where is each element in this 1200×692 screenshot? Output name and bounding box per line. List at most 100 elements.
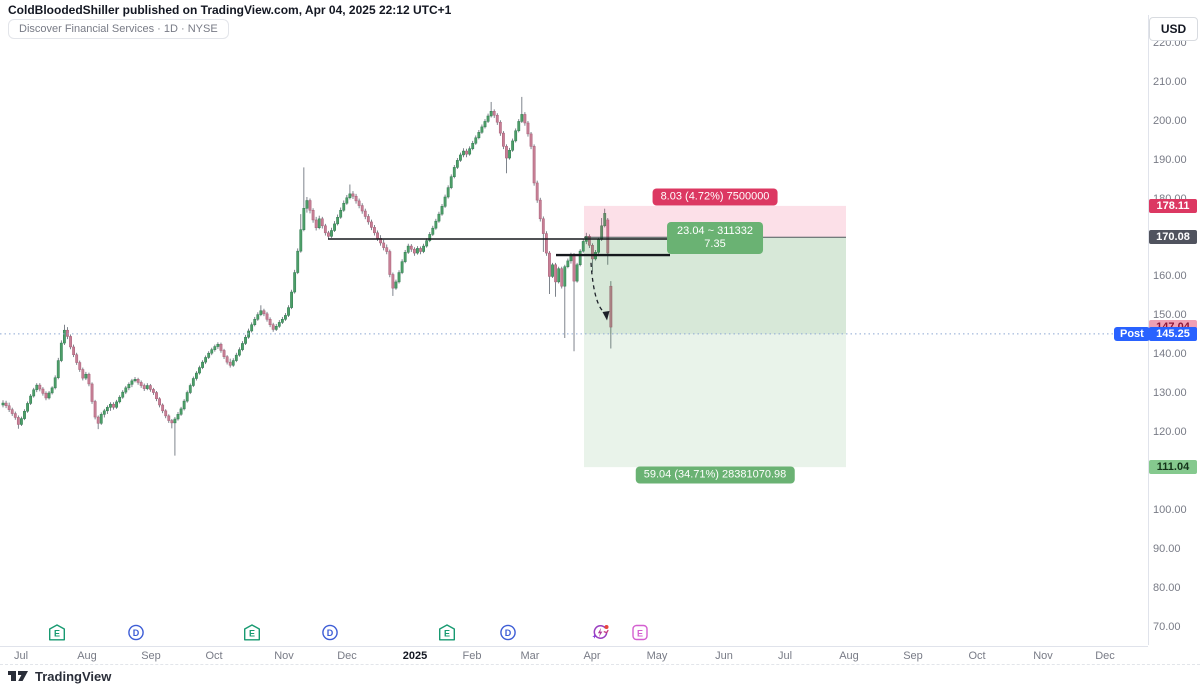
- candle-body: [323, 225, 327, 234]
- time-axis-label-aug: Aug: [77, 650, 97, 662]
- position-target-pill[interactable]: 59.04 (34.71%) 28381070.98: [635, 466, 795, 484]
- candle-body: [474, 137, 478, 144]
- candle-body: [231, 360, 235, 366]
- candle-body: [155, 392, 158, 400]
- candle-body: [188, 385, 192, 393]
- candle-body: [250, 324, 254, 332]
- candle-body: [290, 291, 293, 308]
- candle-body: [351, 193, 355, 197]
- candle-body: [96, 416, 100, 424]
- candle-body: [529, 133, 533, 147]
- candle-body: [26, 403, 29, 412]
- candle-body: [363, 210, 367, 217]
- candle-body: [173, 418, 177, 424]
- time-axis-label-nov: Nov: [1033, 650, 1053, 662]
- position-entry-line1: 23.04 ~ 311332: [677, 225, 753, 238]
- earnings-icon[interactable]: E: [244, 624, 261, 646]
- time-axis-label-dec: Dec: [1095, 650, 1115, 662]
- candle-body: [342, 202, 346, 211]
- candle-body: [486, 115, 490, 122]
- earnings-icon[interactable]: E: [49, 624, 66, 646]
- candle-body: [370, 221, 373, 228]
- time-axis-label-jun: Jun: [715, 650, 733, 662]
- target-price-label[interactable]: 111.04: [1149, 460, 1197, 475]
- candle-body: [198, 367, 201, 374]
- candle-body: [210, 349, 214, 354]
- candle-body: [182, 400, 186, 410]
- time-axis-label-sep: Sep: [141, 650, 161, 662]
- candle-body: [578, 250, 582, 266]
- dividend-icon[interactable]: D: [322, 624, 339, 646]
- candle-body: [551, 264, 554, 277]
- candle-body: [195, 372, 198, 379]
- dividend-icon[interactable]: D: [500, 624, 517, 646]
- svg-text:D: D: [133, 628, 140, 638]
- candle-body: [409, 245, 413, 250]
- svg-text:E: E: [444, 628, 450, 638]
- candle-body: [241, 343, 244, 350]
- earnings-icon[interactable]: E: [439, 624, 456, 646]
- time-axis-label-oct: Oct: [968, 650, 986, 662]
- candle-body: [339, 209, 343, 218]
- candle-body: [385, 247, 389, 252]
- entry-price-label[interactable]: 170.08: [1149, 230, 1197, 245]
- candle-body: [419, 248, 422, 252]
- post-price-label[interactable]: 145.25: [1149, 326, 1197, 341]
- candle-body: [376, 232, 379, 239]
- candle-body: [277, 322, 281, 327]
- candle-body: [145, 385, 149, 389]
- candle-body: [548, 252, 551, 277]
- chart-canvas[interactable]: [0, 0, 1148, 646]
- position-stop-pill[interactable]: 8.03 (4.72%) 7500000: [652, 188, 778, 206]
- candle-body: [158, 398, 161, 406]
- candle-body: [213, 346, 217, 350]
- byline: ColdBloodedShiller published on TradingV…: [8, 3, 452, 17]
- candle-body: [53, 377, 57, 389]
- candle-body: [434, 220, 438, 229]
- position-entry-pill[interactable]: 23.04 ~ 311332 7.35: [667, 222, 763, 255]
- time-axis-label-2025: 2025: [402, 650, 428, 662]
- candle-body: [440, 206, 444, 215]
- time-axis-label-jul: Jul: [13, 650, 29, 662]
- candle-body: [314, 219, 318, 229]
- candle-body: [336, 216, 340, 225]
- tradingview-logo-text: TradingView: [35, 668, 112, 684]
- candle-body: [403, 252, 407, 262]
- symbol-legend[interactable]: Discover Financial Services · 1D · NYSE: [8, 19, 229, 39]
- candle-body: [520, 114, 524, 122]
- candle-body: [1, 402, 5, 406]
- position-profit-zone-lower[interactable]: [584, 333, 846, 468]
- candle-body: [388, 251, 392, 275]
- dividend-icon[interactable]: D: [128, 624, 145, 646]
- candle-body: [142, 385, 146, 389]
- candle-body: [170, 420, 174, 424]
- candle-body: [109, 403, 112, 408]
- candle-body: [532, 146, 536, 184]
- candle-body: [41, 388, 45, 394]
- bottom-separator: [0, 664, 1200, 665]
- svg-text:E: E: [249, 628, 255, 638]
- currency-button[interactable]: USD: [1149, 17, 1198, 41]
- time-axis[interactable]: [0, 646, 1148, 666]
- candle-body: [274, 326, 278, 330]
- candle-body: [468, 148, 472, 155]
- stop-price-label[interactable]: 178.11: [1149, 198, 1197, 213]
- candle-body: [412, 248, 416, 254]
- candle-body: [237, 349, 241, 356]
- price-tick: 90.00: [1153, 543, 1181, 556]
- price-tick: 190.00: [1153, 153, 1187, 166]
- candle-body: [75, 354, 79, 363]
- candle-body: [587, 236, 591, 246]
- candle-body: [130, 380, 134, 385]
- candle-body: [87, 373, 91, 385]
- candle-body: [4, 402, 8, 407]
- price-tick: 210.00: [1153, 75, 1187, 88]
- earnings-estimate-icon[interactable]: E: [632, 624, 649, 646]
- candle-body: [489, 111, 493, 117]
- earnings-upcoming-icon[interactable]: [592, 624, 609, 646]
- tradingview-logo-icon: [8, 671, 28, 681]
- candle-body: [244, 336, 247, 344]
- candle-body: [581, 241, 585, 252]
- candle-body: [136, 379, 140, 383]
- tradingview-watermark[interactable]: TradingView: [7, 668, 111, 684]
